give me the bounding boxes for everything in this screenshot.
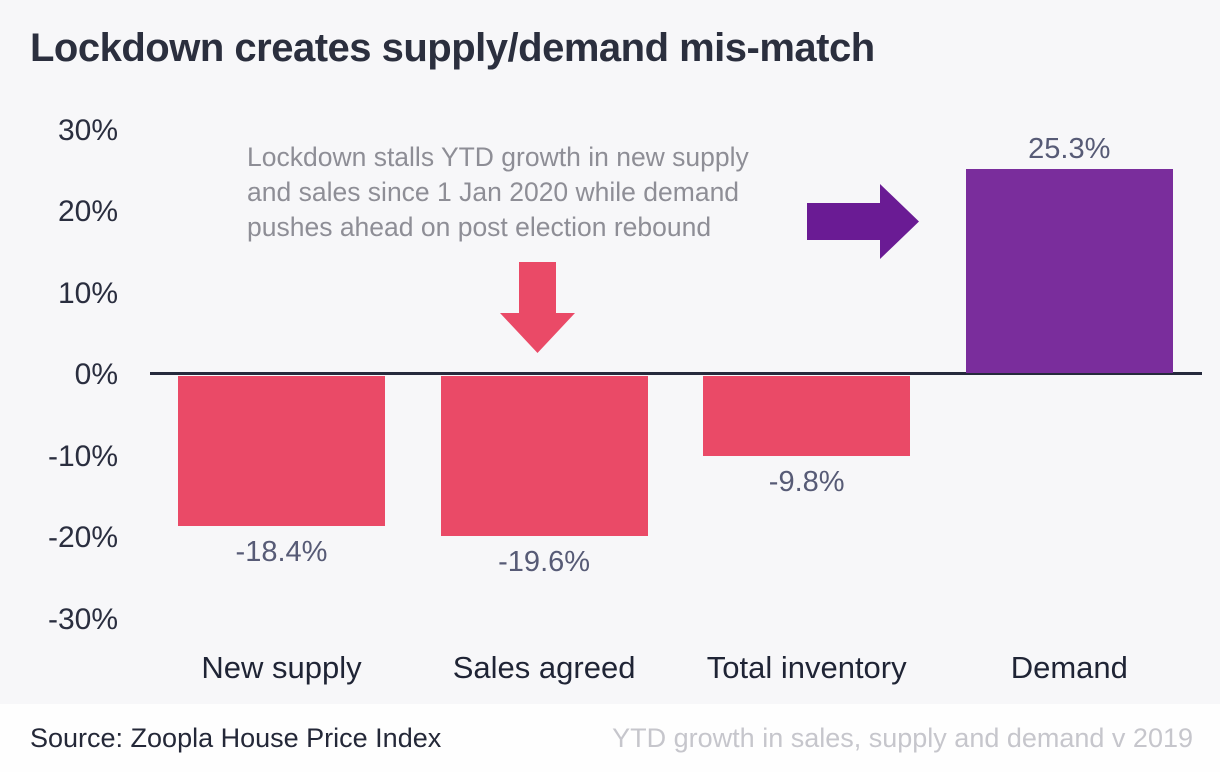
y-axis-tick-label: -30% [47, 602, 118, 636]
page-title: Lockdown creates supply/demand mis-match [30, 26, 875, 70]
value-label-new-supply: -18.4% [235, 535, 328, 568]
arrow-right-icon [807, 184, 919, 259]
chart-subtitle-label: YTD growth in sales, supply and demand v… [612, 723, 1193, 753]
value-label-total-inventory: -9.8% [768, 465, 845, 498]
bar-new-supply [178, 376, 385, 526]
y-axis-tick-label: -20% [47, 521, 118, 554]
footer: Source: Zoopla House Price Index YTD gro… [0, 704, 1220, 772]
arrow-down-icon [500, 262, 575, 353]
y-axis-tick-label: 30% [57, 113, 118, 147]
y-axis-tick-label: 20% [57, 195, 118, 228]
bar-demand [965, 168, 1173, 373]
x-axis-category-label-sales-agreed: Sales agreed [452, 650, 636, 685]
x-axis-category-label-total-inventory: Total inventory [706, 650, 907, 685]
arrow-down-shape [500, 262, 575, 353]
y-axis-tick-label: 0% [74, 358, 118, 391]
x-axis-category-label-new-supply: New supply [201, 650, 362, 685]
zero-axis-line [150, 372, 1202, 375]
value-label-sales-agreed: -19.6% [498, 545, 591, 578]
bar-total-inventory [703, 376, 911, 456]
arrow-right-shape [807, 184, 919, 259]
y-axis-tick-label: -10% [47, 439, 118, 473]
annotation-text: Lockdown stalls YTD growth in new supply… [247, 142, 749, 242]
y-axis-tick-label: 10% [57, 276, 118, 310]
value-label-demand: 25.3% [1028, 132, 1111, 165]
x-axis-category-label-demand: Demand [1010, 650, 1128, 685]
bar-sales-agreed [440, 376, 648, 536]
source-label: Source: Zoopla House Price Index [30, 723, 442, 753]
